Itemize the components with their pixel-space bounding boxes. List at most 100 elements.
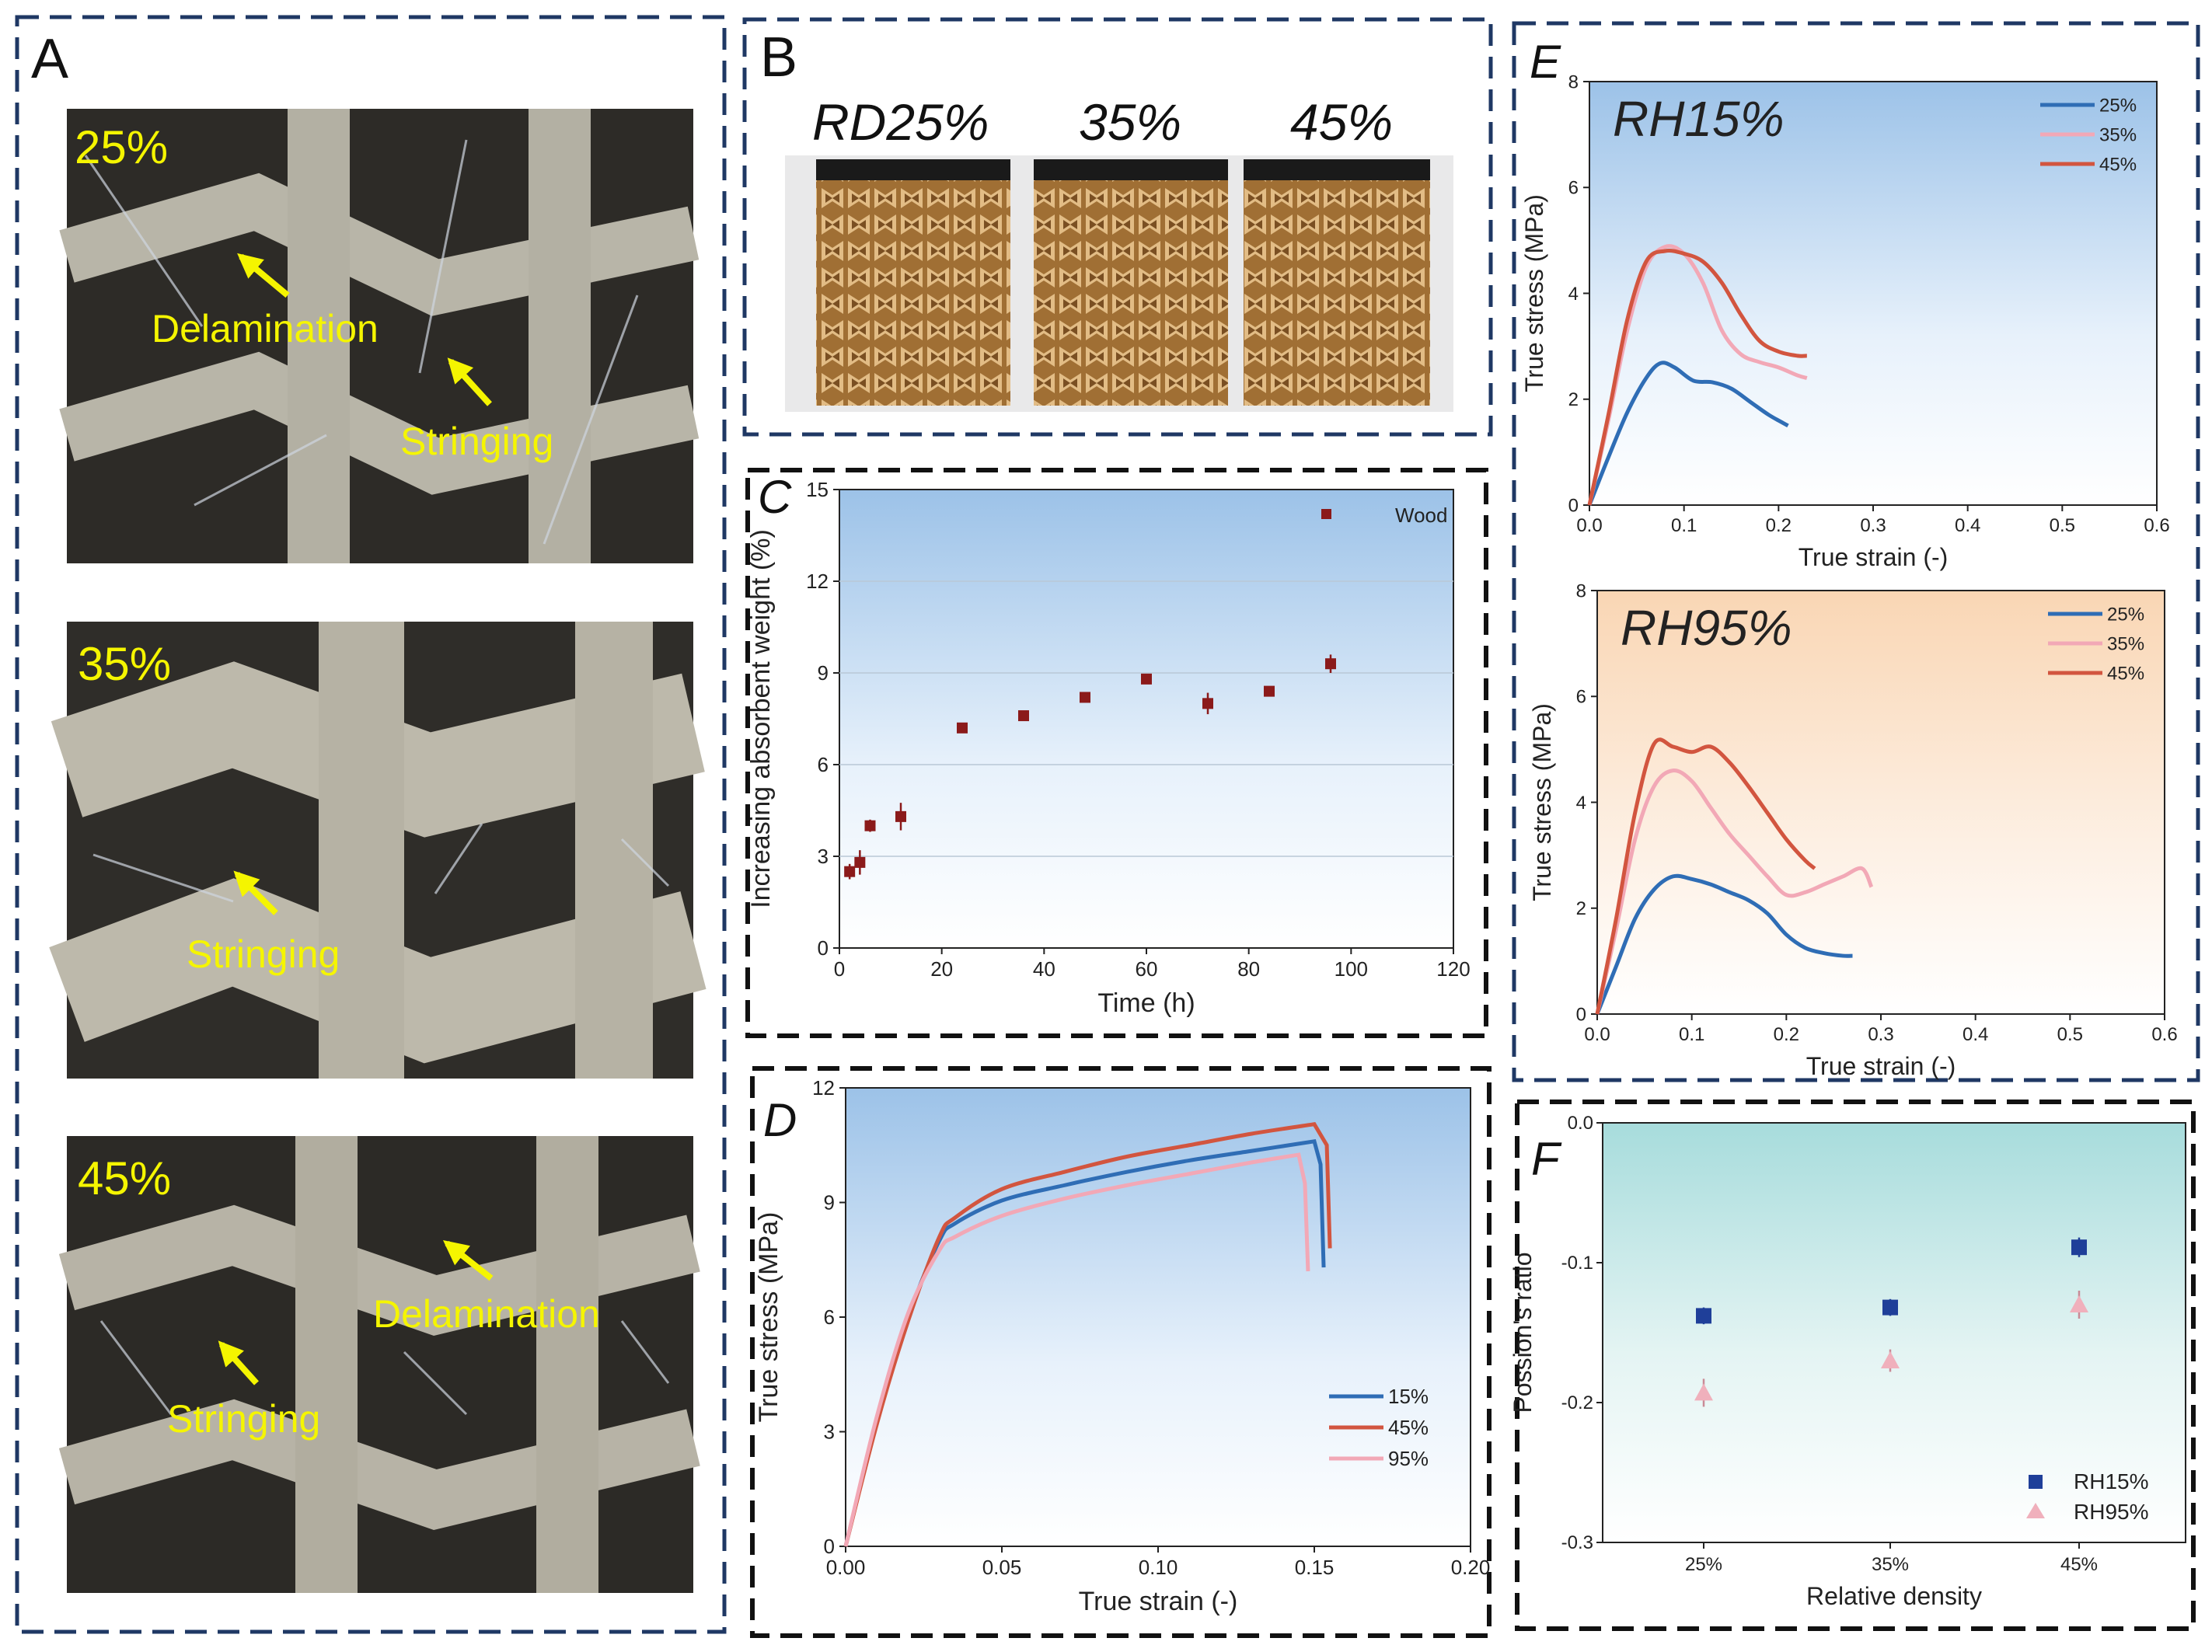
sample-cube-35 bbox=[1034, 159, 1228, 406]
panel-a-letter: A bbox=[31, 28, 68, 90]
x-tick-label: 0.3 bbox=[1860, 515, 1886, 536]
y-tick-label: -0.3 bbox=[1561, 1532, 1593, 1553]
panel-f-border bbox=[1515, 1100, 2196, 1631]
x-tick-label: 25% bbox=[1685, 1554, 1722, 1575]
x-tick-label: 45% bbox=[2060, 1554, 2098, 1575]
legend-label: 25% bbox=[2099, 95, 2137, 116]
x-tick-label: 0.00 bbox=[826, 1556, 866, 1579]
panel-borders bbox=[15, 15, 2200, 1638]
data-point bbox=[1202, 698, 1213, 709]
y-tick-label: 3 bbox=[818, 845, 829, 868]
annotation-delamination: Delamination bbox=[373, 1292, 600, 1336]
data-point bbox=[1694, 1383, 1713, 1401]
x-axis-label: Time (h) bbox=[1097, 988, 1195, 1018]
y-axis-label: Possion's ratio bbox=[1509, 1252, 1537, 1413]
x-tick-label: 0 bbox=[834, 957, 845, 981]
series-line bbox=[843, 1152, 1310, 1547]
panel-b: B RD25% 35% 45% bbox=[760, 26, 1453, 412]
x-tick-label: 40 bbox=[1033, 957, 1055, 981]
panel-letter: F bbox=[1531, 1133, 1562, 1185]
sample-cube-45 bbox=[1244, 159, 1430, 406]
y-tick-label: 8 bbox=[1576, 580, 1586, 601]
micrograph-label: 35% bbox=[78, 638, 171, 690]
panel-a-border bbox=[15, 15, 727, 1634]
y-tick-label: 4 bbox=[1568, 284, 1579, 305]
legend-label: RH95% bbox=[2074, 1500, 2148, 1524]
x-tick-label: 0.0 bbox=[1584, 1024, 1610, 1045]
y-tick-label: 6 bbox=[818, 753, 829, 776]
x-axis-label: True strain (-) bbox=[1079, 1587, 1238, 1616]
y-tick-label: 6 bbox=[1568, 178, 1579, 199]
chart-e-rh15: 0.0 0.1 0.2 0.3 0.4 0.5 0.6 0 2 4 6 8 True strain (-… bbox=[1520, 36, 2170, 571]
data-point bbox=[1264, 685, 1275, 697]
legend-marker bbox=[1321, 509, 1331, 519]
x-tick-label: 0.1 bbox=[1679, 1024, 1704, 1045]
x-tick-label: 0.15 bbox=[1295, 1556, 1335, 1579]
y-axis-label: Increasing absorbent weight (%) bbox=[746, 529, 776, 908]
data-point bbox=[864, 820, 876, 831]
x-tick-label: 0.5 bbox=[2057, 1024, 2083, 1045]
data-point bbox=[1325, 658, 1336, 670]
y-tick-label: 9 bbox=[824, 1191, 835, 1215]
annotation-delamination: Delamination bbox=[152, 307, 379, 350]
y-tick-label: 15 bbox=[806, 478, 829, 501]
y-axis-label: True stress (MPa) bbox=[754, 1212, 783, 1423]
x-tick-label: 0.6 bbox=[2144, 515, 2169, 536]
plot-area bbox=[845, 1087, 1471, 1547]
series-line bbox=[1595, 768, 1874, 1015]
x-tick-label: 0.20 bbox=[1451, 1556, 1491, 1579]
x-tick-label: 0.4 bbox=[1955, 515, 1980, 536]
series-line bbox=[843, 1121, 1332, 1547]
annotation-stringing: Stringing bbox=[167, 1397, 320, 1441]
annotation-stringing: Stringing bbox=[400, 420, 553, 463]
chart-c-absorbent-weight: 0 20 40 60 80 100 120 0 3 6 9 12 15 Time (h) Increasin… bbox=[746, 471, 1471, 1018]
y-axis-label: True stress (MPa) bbox=[1520, 194, 1548, 392]
x-tick-label: 80 bbox=[1237, 957, 1260, 981]
y-tick-label: 8 bbox=[1568, 71, 1579, 92]
legend-label: 45% bbox=[2107, 663, 2144, 684]
y-tick-label: 0.0 bbox=[1568, 1113, 1593, 1134]
y-tick-label: 6 bbox=[824, 1305, 835, 1329]
panel-b-border bbox=[742, 17, 1493, 437]
panel-d-border bbox=[750, 1066, 1492, 1638]
series-line bbox=[1595, 737, 1816, 1015]
y-tick-label: 0 bbox=[824, 1535, 835, 1558]
data-point bbox=[1882, 1299, 1898, 1316]
legend-label: Wood bbox=[1395, 504, 1447, 527]
micrograph-label: 25% bbox=[75, 121, 168, 173]
x-tick-label: 0.10 bbox=[1139, 1556, 1178, 1579]
data-point bbox=[1881, 1351, 1900, 1368]
x-tick-label: 0.3 bbox=[1868, 1024, 1893, 1045]
series-line bbox=[1587, 248, 1807, 506]
y-axis-label: True stress (MPa) bbox=[1528, 703, 1556, 901]
data-point bbox=[854, 856, 866, 868]
chart-f-poisson-ratio: F 0.0 -0.1 -0.2 -0.3 25% 35% 45% Relative densit… bbox=[1509, 1113, 2186, 1610]
x-tick-label: 0.6 bbox=[2151, 1024, 2177, 1045]
x-tick-label: 100 bbox=[1335, 957, 1368, 981]
plot-area bbox=[1589, 81, 2158, 506]
y-tick-label: 2 bbox=[1576, 898, 1586, 919]
sample-cube-25 bbox=[816, 159, 1010, 406]
x-tick-label: 0.05 bbox=[982, 1556, 1022, 1579]
panel-c-border bbox=[745, 468, 1488, 1038]
series-line bbox=[1587, 361, 1789, 506]
data-point bbox=[2070, 1295, 2088, 1312]
data-point bbox=[2071, 1239, 2087, 1256]
sample-label-45: 45% bbox=[1290, 93, 1393, 151]
data-point bbox=[895, 810, 906, 822]
data-point bbox=[1080, 692, 1090, 703]
micrograph-45: 45% Delamination Stringing bbox=[58, 1136, 700, 1593]
sample-label-rd25: RD25% bbox=[812, 93, 989, 151]
x-axis-label: True strain (-) bbox=[1799, 543, 1949, 571]
y-tick-label: -0.1 bbox=[1561, 1253, 1593, 1274]
y-tick-label: 9 bbox=[818, 661, 829, 685]
sample-label-35: 35% bbox=[1079, 93, 1181, 151]
y-tick-label: -0.2 bbox=[1561, 1392, 1593, 1413]
x-tick-label: 0.5 bbox=[2050, 515, 2075, 536]
x-axis-label: Relative density bbox=[1806, 1582, 1982, 1610]
legend-label: 45% bbox=[2099, 154, 2137, 175]
panel-a: A 25% Delamination Stringing 35% Strin bbox=[31, 28, 707, 1593]
panel-letter: E bbox=[1530, 36, 1561, 88]
y-tick-label: 6 bbox=[1576, 687, 1586, 708]
